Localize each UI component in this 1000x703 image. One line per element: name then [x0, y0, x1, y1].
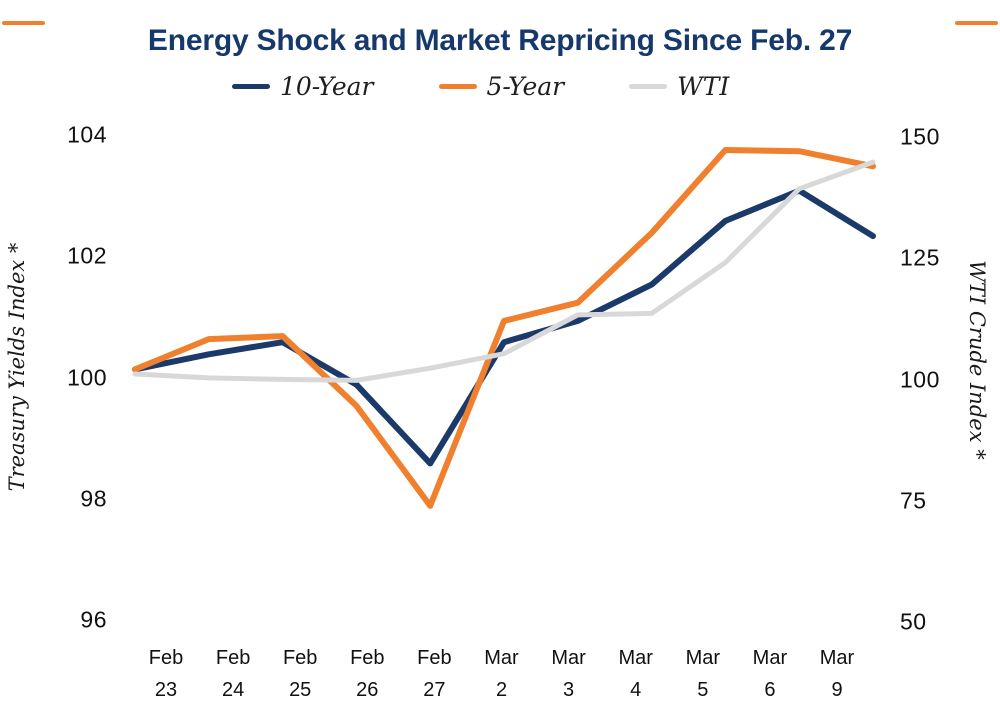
legend-item-10-year: 10-Year: [232, 74, 374, 99]
left-tick-label: 96: [80, 606, 107, 633]
x-tick-month: Feb: [417, 647, 452, 669]
legend: 10-Year 5-Year WTI: [232, 74, 729, 99]
legend-item-wti: WTI: [629, 74, 729, 99]
left-tick-label: 100: [67, 364, 107, 390]
legend-label-10-year: 10-Year: [280, 72, 374, 101]
x-tick-month: Feb: [148, 647, 184, 669]
x-tick-month: Mar: [685, 647, 721, 669]
x-tick-month: Feb: [282, 647, 318, 669]
x-tick-month: Mar: [618, 647, 653, 669]
left-tick-label: 102: [67, 242, 107, 269]
x-tick-label: Mar 6: [735, 642, 805, 703]
x-tick-label: Feb 27: [399, 642, 469, 703]
right-tick-label: 125: [900, 244, 940, 271]
x-tick-day: 24: [221, 679, 245, 701]
x-tick-label: Mar 2: [467, 642, 537, 703]
x-tick-label: Mar 4: [601, 642, 671, 703]
x-tick-label: Feb 26: [332, 642, 402, 703]
right-axis-title: WTI Crude Index *: [965, 260, 989, 460]
x-tick-day: 23: [154, 679, 178, 701]
right-tick-label: 75: [900, 487, 927, 514]
right-tick-label: 50: [900, 608, 927, 635]
chart-title: Energy Shock and Market Repricing Since …: [147, 24, 853, 58]
x-tick-day: 4: [630, 679, 642, 701]
x-tick-label: Feb 25: [265, 642, 335, 703]
right-tick-label: 150: [900, 123, 940, 150]
x-tick-day: 2: [495, 679, 508, 701]
legend-swatch-5-year: [438, 84, 477, 89]
line-wti: [132, 159, 876, 383]
title-right-dash: [955, 21, 998, 25]
x-tick-day: 25: [289, 679, 312, 701]
x-tick-label: Feb 24: [198, 642, 268, 703]
line-10-year: [132, 187, 876, 467]
x-tick-month: Feb: [350, 647, 385, 669]
right-tick-label: 100: [900, 366, 940, 392]
left-axis-title: Treasury Yields Index *: [5, 242, 29, 492]
x-tick-month: Mar: [819, 647, 855, 669]
x-tick-day: 3: [563, 679, 575, 701]
x-tick-day: 26: [356, 679, 379, 701]
x-tick-label: Mar 5: [668, 642, 738, 703]
title-left-dash: [2, 21, 45, 25]
legend-item-5-year: 5-Year: [438, 72, 565, 101]
line-5-year: [132, 147, 876, 509]
x-tick-month: Mar: [484, 647, 519, 669]
x-tick-day: 27: [423, 679, 446, 701]
legend-swatch-wti: [629, 84, 668, 89]
x-tick-month: Mar: [551, 647, 586, 669]
left-tick-label: 98: [80, 485, 107, 512]
x-tick-label: Mar 9: [802, 642, 872, 703]
legend-label-5-year: 5-Year: [486, 72, 565, 101]
left-tick-label: 104: [67, 121, 107, 148]
x-tick-day: 6: [764, 679, 776, 701]
x-tick-month: Feb: [215, 647, 251, 669]
legend-swatch-10-year: [232, 84, 270, 89]
x-tick-day: 5: [697, 679, 709, 701]
legend-label-wti: WTI: [677, 72, 730, 101]
x-tick-label: Feb 23: [131, 642, 201, 703]
x-tick-day: 9: [831, 679, 843, 701]
x-tick-month: Mar: [752, 647, 788, 669]
x-tick-label: Mar 3: [534, 642, 604, 703]
